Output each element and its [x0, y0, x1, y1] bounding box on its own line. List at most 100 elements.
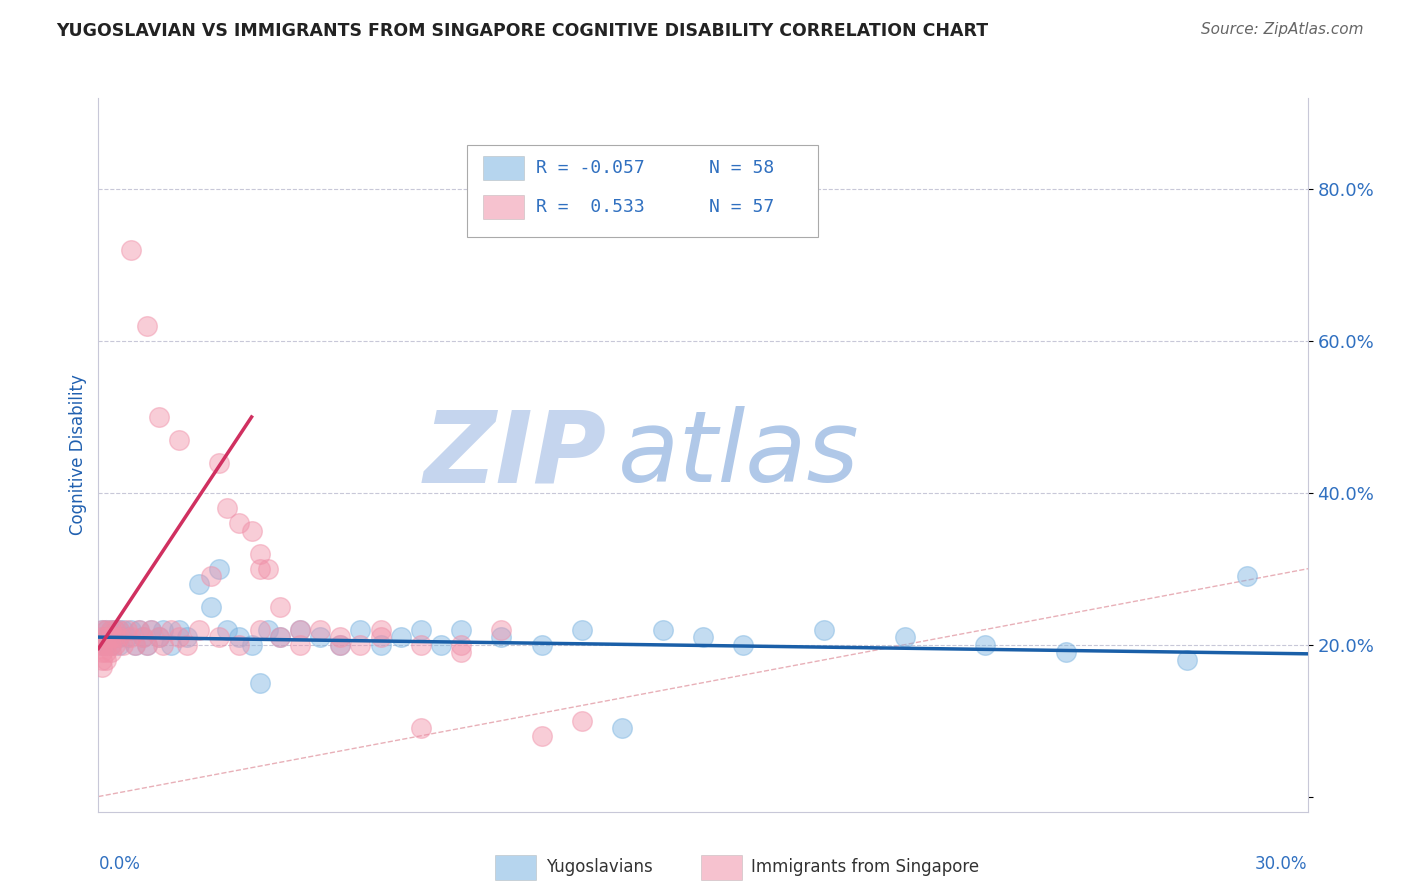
Point — [309, 623, 332, 637]
Point — [132, 630, 155, 644]
Point — [96, 638, 118, 652]
Point — [111, 638, 134, 652]
Point — [329, 638, 352, 652]
Point — [148, 630, 170, 644]
Point — [249, 547, 271, 561]
Point — [91, 638, 114, 652]
Point — [152, 623, 174, 637]
FancyBboxPatch shape — [700, 855, 742, 880]
Point — [111, 623, 134, 637]
Point — [132, 630, 155, 644]
Point — [733, 638, 755, 652]
Point — [115, 630, 138, 644]
Point — [100, 638, 122, 652]
Point — [491, 623, 513, 637]
Point — [148, 409, 170, 424]
Text: N = 57: N = 57 — [709, 198, 775, 216]
Text: Yugoslavians: Yugoslavians — [546, 858, 652, 876]
Point — [120, 630, 142, 644]
Point — [91, 638, 114, 652]
Point — [288, 623, 311, 637]
Point — [240, 638, 263, 652]
Point — [135, 638, 157, 652]
Point — [176, 638, 198, 652]
Point — [103, 623, 125, 637]
Point — [1175, 653, 1198, 667]
Point — [813, 623, 835, 637]
Point — [96, 638, 118, 652]
Text: Source: ZipAtlas.com: Source: ZipAtlas.com — [1201, 22, 1364, 37]
Point — [124, 638, 146, 652]
Point — [167, 623, 190, 637]
Point — [128, 623, 150, 637]
Point — [167, 433, 190, 447]
Point — [370, 623, 392, 637]
Point — [103, 630, 125, 644]
Point — [228, 516, 250, 531]
Y-axis label: Cognitive Disability: Cognitive Disability — [69, 375, 87, 535]
Point — [217, 501, 239, 516]
Point — [200, 599, 222, 614]
Point — [124, 638, 146, 652]
Point — [115, 623, 138, 637]
Point — [208, 630, 231, 644]
Point — [91, 653, 114, 667]
Point — [491, 630, 513, 644]
FancyBboxPatch shape — [482, 195, 524, 219]
Point — [249, 623, 271, 637]
Point — [188, 623, 211, 637]
Text: N = 58: N = 58 — [709, 159, 775, 177]
Point — [103, 623, 125, 637]
Point — [974, 638, 997, 652]
Point — [288, 623, 311, 637]
Point — [91, 660, 114, 674]
Point — [100, 630, 122, 644]
Point — [100, 630, 122, 644]
Point — [228, 638, 250, 652]
Point — [571, 623, 593, 637]
FancyBboxPatch shape — [482, 156, 524, 180]
Point — [120, 623, 142, 637]
Point — [450, 645, 472, 659]
Point — [91, 630, 114, 644]
Point — [208, 456, 231, 470]
Point — [329, 630, 352, 644]
Text: atlas: atlas — [619, 407, 860, 503]
Point — [349, 638, 371, 652]
Point — [228, 630, 250, 644]
Point — [1054, 645, 1077, 659]
Point — [217, 623, 239, 637]
Point — [176, 630, 198, 644]
Point — [128, 623, 150, 637]
Point — [893, 630, 915, 644]
Point — [370, 638, 392, 652]
Point — [152, 638, 174, 652]
Point — [167, 630, 190, 644]
Point — [450, 638, 472, 652]
Point — [148, 630, 170, 644]
Point — [96, 653, 118, 667]
Point — [107, 623, 129, 637]
Point — [269, 630, 291, 644]
Point — [120, 243, 142, 257]
Point — [612, 721, 634, 735]
Point — [389, 630, 412, 644]
Text: 0.0%: 0.0% — [98, 855, 141, 872]
Text: 30.0%: 30.0% — [1256, 855, 1308, 872]
Point — [107, 623, 129, 637]
Point — [256, 562, 278, 576]
FancyBboxPatch shape — [467, 145, 818, 237]
Point — [107, 630, 129, 644]
FancyBboxPatch shape — [495, 855, 536, 880]
Point — [100, 645, 122, 659]
Point — [240, 524, 263, 538]
Point — [160, 638, 183, 652]
Point — [91, 623, 114, 637]
Point — [249, 675, 271, 690]
Point — [530, 638, 553, 652]
Point — [135, 638, 157, 652]
Point — [1236, 569, 1258, 583]
Point — [139, 623, 162, 637]
Point — [309, 630, 332, 644]
Point — [329, 638, 352, 652]
